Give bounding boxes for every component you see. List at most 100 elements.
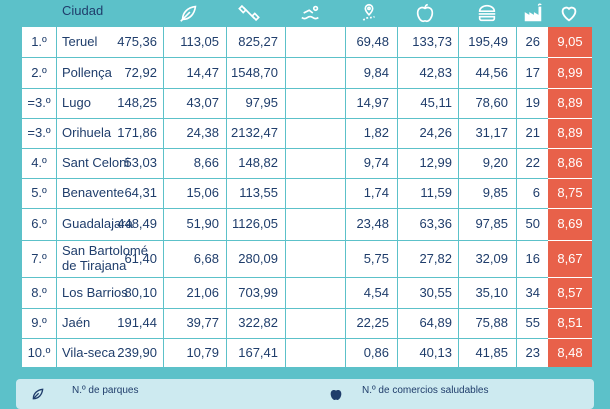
row-divider (548, 338, 592, 339)
value-cell: 41,85 (475, 344, 508, 360)
value-cell: 14,97 (356, 95, 389, 110)
value-cell: 17 (525, 64, 540, 80)
city-cell: San Bartolomé de Tirajana (62, 243, 148, 273)
value-cell: 27,82 (419, 250, 452, 266)
row-divider (22, 118, 548, 119)
value-cell: 72,92 (124, 64, 157, 80)
value-cell: 4,54 (363, 284, 389, 300)
value-cell: 35,10 (475, 284, 508, 300)
value-cell: 113,05 (180, 34, 219, 49)
value-cell: 50 (525, 216, 540, 231)
value-cell: 63,36 (419, 216, 452, 231)
value-cell: 148,25 (117, 95, 157, 110)
value-cell: 42,83 (419, 64, 452, 80)
value-cell: 12,99 (419, 155, 452, 170)
value-cell: 40,13 (419, 344, 452, 360)
score-cell: 8,99 (557, 64, 583, 80)
rank-cell: 5.º (31, 185, 47, 200)
rank-cell: 1.º (31, 34, 47, 49)
value-cell: 32,09 (475, 250, 508, 266)
city-line: San Bartolomé (62, 243, 148, 258)
city-cell: Los Barrios (62, 284, 128, 300)
row-divider (22, 57, 548, 58)
legend-parks: N.º de parques (72, 385, 139, 396)
value-cell: 167,41 (238, 344, 278, 360)
value-cell: 0,86 (363, 344, 389, 360)
value-cell: 51,90 (186, 216, 219, 231)
value-cell: 21,06 (186, 284, 219, 300)
rank-cell: 4.º (31, 155, 47, 170)
city-cell: Benavente (62, 185, 125, 200)
apple-icon (328, 386, 344, 402)
value-cell: 10,79 (186, 344, 219, 360)
value-cell: 9,20 (482, 155, 508, 170)
row-divider (22, 240, 548, 241)
column-divider (397, 27, 398, 367)
value-cell: 24,38 (186, 125, 219, 140)
score-cell: 8,89 (557, 95, 583, 110)
value-cell: 22 (525, 155, 540, 170)
value-cell: 703,99 (238, 284, 278, 300)
burger-icon (476, 2, 498, 24)
row-divider (548, 148, 592, 149)
city-cell: Guadalajara (62, 216, 133, 231)
score-cell: 8,57 (557, 284, 583, 300)
heart-icon (558, 2, 580, 24)
value-cell: 9,84 (363, 64, 389, 80)
value-cell: 75,88 (475, 315, 508, 330)
value-cell: 45,11 (420, 95, 452, 110)
row-divider (22, 208, 548, 209)
row-divider (22, 148, 548, 149)
value-cell: 24,26 (419, 125, 452, 140)
value-cell: 23 (525, 344, 540, 360)
row-divider (22, 178, 548, 179)
row-divider (22, 277, 548, 278)
row-divider (548, 240, 592, 241)
value-cell: 34 (525, 284, 540, 300)
row-divider (548, 277, 592, 278)
column-divider (285, 27, 286, 367)
row-divider (548, 178, 592, 179)
dumbbell-icon (238, 2, 260, 24)
value-cell: 23,48 (356, 216, 389, 231)
legend: N.º de parques N.º de comercios saludabl… (16, 379, 594, 409)
row-divider (22, 338, 548, 339)
column-divider (163, 27, 164, 367)
rank-cell: 6.º (31, 216, 47, 231)
score-cell: 8,67 (557, 250, 583, 266)
value-cell: 448,49 (117, 216, 157, 231)
value-cell: 30,55 (419, 284, 452, 300)
column-divider (345, 27, 346, 367)
value-cell: 64,89 (419, 315, 452, 330)
value-cell: 133,73 (412, 34, 452, 49)
value-cell: 19 (525, 95, 540, 110)
column-divider (516, 27, 517, 367)
score-cell: 9,05 (557, 34, 583, 49)
value-cell: 5,75 (363, 250, 389, 266)
value-cell: 26 (525, 34, 540, 49)
score-cell: 8,86 (557, 155, 583, 170)
value-cell: 39,77 (186, 315, 219, 330)
score-cell: 8,48 (557, 344, 583, 360)
value-cell: 9,74 (363, 155, 389, 170)
value-cell: 1,82 (363, 125, 389, 140)
apple-icon (414, 2, 436, 24)
value-cell: 825,27 (238, 34, 278, 49)
value-cell: 171,86 (117, 125, 157, 140)
value-cell: 113,55 (239, 185, 278, 200)
value-cell: 280,09 (238, 250, 278, 266)
score-cell: 8,75 (557, 185, 583, 200)
value-cell: 2132,47 (231, 125, 278, 140)
value-cell: 31,17 (475, 125, 508, 140)
value-cell: 69,48 (356, 34, 389, 49)
value-cell: 191,44 (117, 315, 157, 330)
ranking-table: Ciudad 1.º Teruel 475,36 113,05 825,27 69,48 1… (16, 2, 594, 409)
value-cell: 15,06 (186, 185, 219, 200)
score-column (548, 27, 592, 367)
row-divider (548, 308, 592, 309)
factory-icon (522, 2, 544, 24)
value-cell: 78,60 (475, 95, 508, 110)
city-line: de Tirajana (62, 258, 127, 273)
value-cell: 55 (525, 315, 540, 330)
city-cell: Lugo (62, 95, 91, 110)
